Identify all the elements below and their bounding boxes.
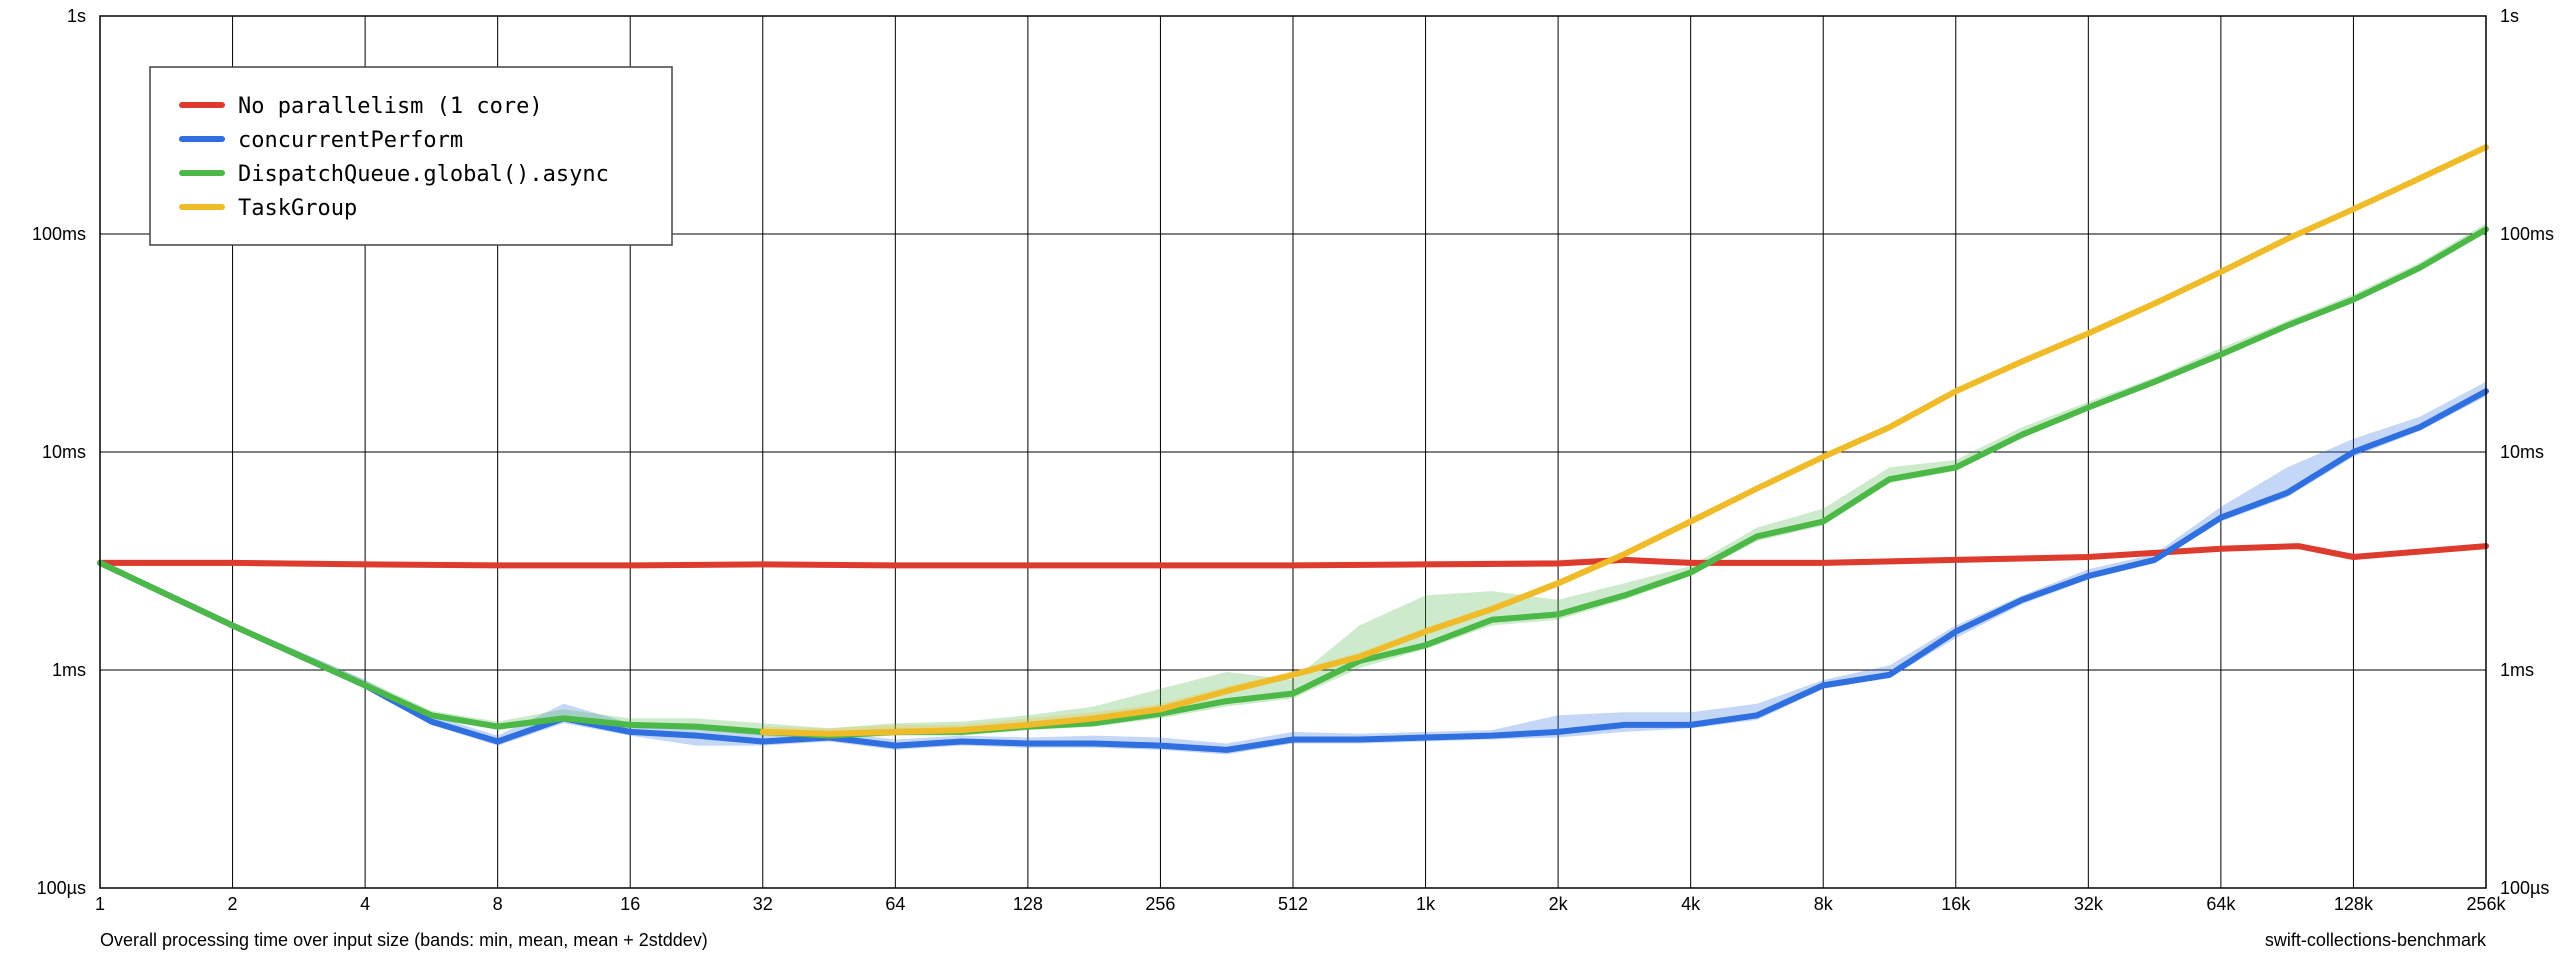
x-tick-label: 16k xyxy=(1941,894,1971,914)
line-layer xyxy=(97,144,2489,753)
series-line-dispatchqueue-global-async xyxy=(97,226,2489,739)
legend: No parallelism (1 core) concurrentPerform… xyxy=(149,66,673,246)
y-tick-label-left: 1ms xyxy=(52,660,86,680)
x-tick-label: 64 xyxy=(885,894,905,914)
y-tick-label-left: 1s xyxy=(67,6,86,26)
y-tick-label-right: 1s xyxy=(2500,6,2519,26)
y-tick-label-left: 10ms xyxy=(42,442,86,462)
x-tick-label: 32 xyxy=(753,894,773,914)
y-tick-label-left: 100µs xyxy=(37,878,86,898)
x-tick-label: 4 xyxy=(360,894,370,914)
y-tick-label-right: 100ms xyxy=(2500,224,2554,244)
legend-label: concurrentPerform xyxy=(238,128,463,153)
y-tick-label-left: 100ms xyxy=(32,224,86,244)
x-tick-label: 8 xyxy=(493,894,503,914)
legend-box xyxy=(149,66,673,246)
series-line-taskgroup xyxy=(759,144,2489,737)
caption-right: swift-collections-benchmark xyxy=(2265,930,2487,950)
x-tick-label: 2 xyxy=(228,894,238,914)
legend-label: TaskGroup xyxy=(238,196,357,221)
x-tick-label: 256 xyxy=(1145,894,1175,914)
legend-label: No parallelism (1 core) xyxy=(238,94,543,119)
x-tick-label: 128k xyxy=(2334,894,2374,914)
caption-left: Overall processing time over input size … xyxy=(100,930,708,950)
x-tick-label: 64k xyxy=(2206,894,2236,914)
y-tick-label-right: 1ms xyxy=(2500,660,2534,680)
x-tick-label: 2k xyxy=(1549,894,1569,914)
x-tick-label: 1k xyxy=(1416,894,1436,914)
x-tick-label: 4k xyxy=(1681,894,1701,914)
y-tick-label-right: 100µs xyxy=(2500,878,2549,898)
y-tick-label-right: 10ms xyxy=(2500,442,2544,462)
x-tick-label: 8k xyxy=(1814,894,1834,914)
axis-layer: 1 2 4 8 16 32 64 128 256 512 1k 2k 4k 8k 16k 32k 64k 128k… xyxy=(32,6,2554,914)
series-line-concurrentperform xyxy=(97,388,2489,753)
plot-frame xyxy=(99,15,2487,889)
x-tick-label: 256k xyxy=(2466,894,2506,914)
x-tick-label: 1 xyxy=(95,894,105,914)
x-tick-label: 16 xyxy=(620,894,640,914)
x-tick-label: 512 xyxy=(1278,894,1308,914)
legend-label: DispatchQueue.global().async xyxy=(238,162,609,187)
series-line-no-parallelism-1-core xyxy=(97,543,2489,569)
x-tick-label: 32k xyxy=(2074,894,2104,914)
x-tick-label: 128 xyxy=(1013,894,1043,914)
